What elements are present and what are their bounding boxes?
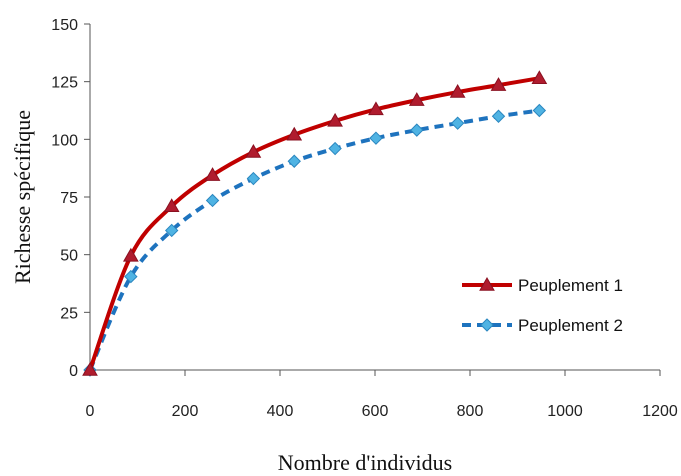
series-peuplement-2: [83, 103, 547, 377]
legend-label: Peuplement 2: [518, 316, 623, 335]
data-point-marker: [327, 112, 343, 127]
legend: Peuplement 1 Peuplement 2: [462, 276, 623, 335]
legend-label: Peuplement 1: [518, 276, 623, 295]
data-point-marker: [82, 361, 98, 376]
data-point-marker: [491, 109, 506, 123]
data-point-marker: [449, 84, 466, 98]
data-point-marker: [246, 171, 261, 186]
data-point-marker: [480, 318, 494, 332]
series-peuplement-1: [82, 70, 548, 376]
data-point-marker: [164, 223, 179, 238]
y-tick-label: 75: [60, 190, 78, 207]
y-tick-label: 50: [60, 248, 78, 265]
data-point-marker: [450, 116, 465, 130]
series-layer: [82, 70, 548, 377]
data-point-marker: [124, 269, 138, 284]
data-point-marker: [328, 141, 342, 156]
x-tick-label: 200: [172, 403, 199, 420]
y-tick-label: 100: [51, 132, 78, 149]
x-tick-label: 800: [457, 403, 484, 420]
data-point-marker: [408, 92, 425, 106]
x-tick-label: 1200: [642, 403, 678, 420]
data-point-marker: [245, 144, 262, 158]
legend-item: Peuplement 1: [462, 276, 623, 295]
legend-item: Peuplement 2: [462, 316, 623, 335]
data-point-marker: [490, 77, 507, 91]
data-point-marker: [369, 131, 383, 145]
data-point-marker: [410, 123, 424, 137]
data-point-marker: [531, 70, 548, 84]
x-tick-label: 400: [267, 403, 294, 420]
y-tick-label: 150: [51, 17, 78, 34]
tick-labels: 0 25 50 75 100 125 150 0 200 400 600 800 1000 1200: [51, 17, 678, 420]
x-tick-label: 600: [362, 403, 389, 420]
y-axis-title: Richesse spécifique: [10, 110, 35, 284]
y-tick-label: 125: [51, 75, 78, 92]
data-point-marker: [163, 198, 180, 212]
data-point-marker: [205, 193, 220, 208]
series-line: [88, 108, 540, 371]
y-tick-label: 0: [69, 363, 78, 380]
data-point-marker: [286, 126, 303, 141]
data-point-marker: [368, 101, 384, 116]
axes: [84, 23, 661, 376]
data-point-marker: [287, 154, 301, 168]
x-axis-title: Nombre d'individus: [278, 450, 452, 475]
data-point-marker: [479, 276, 495, 291]
x-tick-label: 0: [86, 403, 95, 420]
data-point-marker: [122, 247, 139, 262]
y-tick-label: 25: [60, 305, 78, 322]
data-point-marker: [532, 103, 547, 118]
x-tick-label: 1000: [547, 403, 583, 420]
data-point-marker: [204, 167, 221, 181]
